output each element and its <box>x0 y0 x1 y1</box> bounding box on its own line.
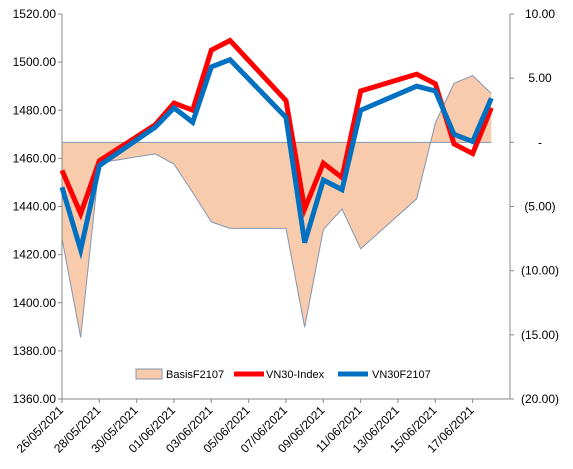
basis-area-fill <box>62 75 492 338</box>
left-y-tick-label: 1420.00 <box>13 248 57 262</box>
series-lines <box>59 37 494 260</box>
series-line-vn30f2107 <box>59 56 494 260</box>
right-y-tick-label: - <box>538 135 542 149</box>
left-y-tick-label: 1500.00 <box>13 55 57 69</box>
right-y-tick-label: (20.00) <box>521 392 559 406</box>
right-y-tick-label: 5.00 <box>528 71 552 85</box>
left-y-tick-label: 1480.00 <box>13 103 57 117</box>
legend: BasisF2107 VN30-Index VN30F2107 <box>135 368 431 381</box>
left-y-tick-label: 1520.00 <box>13 7 57 21</box>
right-y-tick-label: (15.00) <box>521 328 559 342</box>
left-y-tick-label: 1460.00 <box>13 151 57 165</box>
legend-label: BasisF2107 <box>166 369 224 381</box>
left-y-tick-label: 1400.00 <box>13 296 57 310</box>
axes <box>58 13 514 403</box>
left-y-tick-label: 1360.00 <box>13 392 57 406</box>
legend-label: VN30-Index <box>266 369 325 381</box>
basis-area-outline <box>61 75 492 338</box>
tick-labels: 1520.00 1500.00 1480.00 1460.00 1440.00 1420.… <box>13 7 559 456</box>
right-y-tick-label: 10.00 <box>525 7 555 21</box>
left-y-tick-label: 1380.00 <box>13 344 57 358</box>
legend-label: VN30F2107 <box>372 369 431 381</box>
legend-swatch-basis <box>135 368 163 380</box>
right-y-tick-label: (10.00) <box>521 264 559 278</box>
left-y-tick-label: 1440.00 <box>13 200 57 214</box>
basis-area-layer <box>61 75 492 338</box>
right-y-tick-label: (5.00) <box>524 200 555 214</box>
